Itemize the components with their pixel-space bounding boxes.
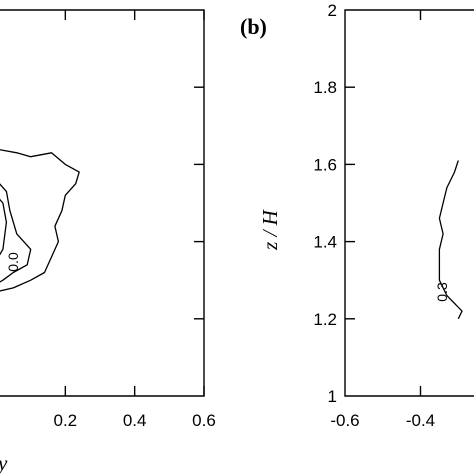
panel-b-xtick-label: -0.6 [330,411,359,430]
panel-a-contours [0,149,80,292]
panel-a-xtick-label: 0.6 [192,411,216,430]
panel-b-contours [438,160,463,320]
panel-b-ytick-label: 2 [328,1,337,20]
panel-a-contour-inner [0,198,8,256]
panel-a-frame [0,9,205,397]
panel-b-xtick-label: -0.4 [406,411,435,430]
panel-a: 0.2 0.4 0.6 y [0,9,216,474]
panel-a-contour-middle [0,183,32,283]
panel-b-ytick-label: 1 [328,387,337,406]
panel-a-contour-label-fragment: 0.0 [5,252,21,272]
panel-a-contour-outer [0,149,80,292]
panel-b-contour-0.3 [438,160,463,320]
panel-b-frame [344,9,474,397]
panel-b-ytick-label: 1.4 [313,233,337,252]
panel-a-xtick-label: 0.2 [54,411,78,430]
panel-b-ytick-label: 1.6 [313,155,337,174]
panel-a-xtick-label: 0.4 [123,411,147,430]
panel-b-ytick-label: 1.8 [313,78,337,97]
panel-b-ytick-label: 1.2 [313,310,337,329]
panel-b-label: (b) [240,14,267,39]
panel-b-ylabel: z / H [258,208,282,251]
panel-b-ticks [345,10,422,396]
panel-a-xlabel: y [0,451,8,474]
panel-b-contour-label: 0.3 [434,282,450,302]
panel-a-ticks [64,10,205,396]
panel-b: 1 1.2 1.4 1.6 1.8 2 -0.6 -0.4 (b) z / H 0.3 [240,1,474,430]
panel-b-tick-labels: 1 1.2 1.4 1.6 1.8 2 -0.6 -0.4 [313,1,435,430]
panel-a-tick-labels: 0.2 0.4 0.6 [54,411,216,430]
